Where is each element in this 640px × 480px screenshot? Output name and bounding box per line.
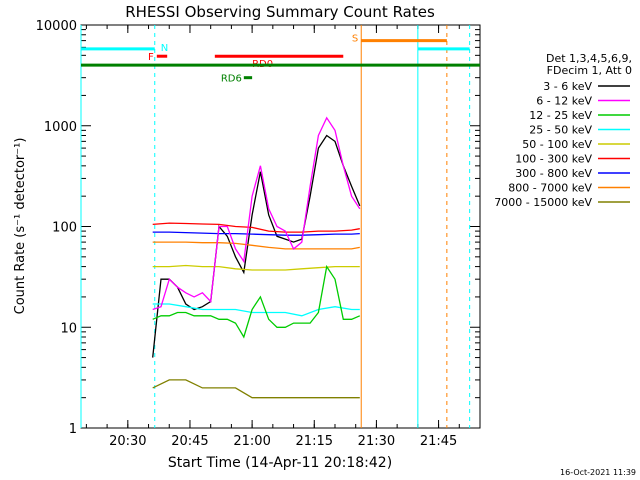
- series-line: [152, 134, 361, 358]
- flag-label-n: N: [161, 43, 168, 54]
- x-tick-label: 21:45: [420, 434, 457, 449]
- footer-timestamp: 16-Oct-2021 11:39: [560, 468, 636, 477]
- y-axis-label: Count Rate (s⁻¹ detector⁻¹): [13, 138, 28, 315]
- legend-entry-label: 6 - 12 keV: [536, 95, 592, 108]
- flag-label-rd6: RD6: [221, 74, 242, 85]
- y-tick-label: 10000: [36, 19, 77, 34]
- series-line: [152, 222, 360, 233]
- series-line: [152, 231, 360, 236]
- legend-entry-label: 800 - 7000 keV: [508, 182, 592, 195]
- plot-frame: [80, 24, 481, 429]
- y-tick-label: 1000: [44, 120, 77, 135]
- y-tick-label: 10: [60, 321, 77, 336]
- y-tick-label: 100: [52, 221, 77, 236]
- x-tick-label: 20:45: [171, 434, 208, 449]
- series-line: [152, 264, 361, 339]
- legend-entry-label: 7000 - 15000 keV: [494, 196, 592, 209]
- x-tick-label: 21:00: [233, 434, 270, 449]
- series-line: [152, 116, 361, 311]
- legend-entry-label: 12 - 25 keV: [529, 109, 592, 122]
- x-tick-label: 20:30: [109, 434, 146, 449]
- legend: Det 1,3,4,5,6,9,FDecim 1, Att 0 3 - 6 keV…: [494, 52, 632, 209]
- legend-entry-label: 50 - 100 keV: [522, 138, 592, 151]
- legend-entry-label: 3 - 6 keV: [543, 80, 592, 93]
- legend-entry-label: 300 - 800 keV: [515, 167, 592, 180]
- series-line: [152, 303, 360, 317]
- y-tick-label: 1: [69, 422, 77, 437]
- chart-title: RHESSI Observing Summary Count Rates: [125, 3, 435, 21]
- legend-entry-label: 100 - 300 keV: [515, 153, 592, 166]
- legend-entry-label: 25 - 50 keV: [529, 124, 592, 137]
- flag-label-f: F: [148, 52, 154, 63]
- x-axis-label: Start Time (14-Apr-11 20:18:42): [168, 455, 392, 471]
- flag-label-s: S: [352, 34, 358, 45]
- legend-header: Det 1,3,4,5,6,9,: [546, 52, 632, 65]
- series-line: [152, 241, 360, 250]
- x-tick-label: 21:15: [296, 434, 333, 449]
- x-tick-label: 21:30: [358, 434, 395, 449]
- legend-header: FDecim 1, Att 0: [547, 64, 632, 77]
- series-line: [152, 379, 360, 399]
- series-line: [152, 264, 360, 271]
